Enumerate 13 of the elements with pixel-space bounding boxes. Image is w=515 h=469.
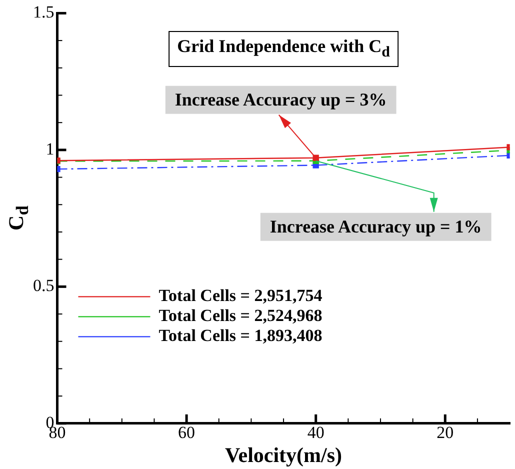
y-tick-label: 1.5 bbox=[33, 2, 54, 22]
x-axis-title: Velocity(m/s) bbox=[225, 442, 342, 467]
annotation: Increase Accuracy up = 3% bbox=[174, 90, 387, 110]
y-tick-label: 0.5 bbox=[33, 276, 54, 296]
x-tick-label: 60 bbox=[178, 423, 196, 442]
x-tick-label: 20 bbox=[436, 423, 454, 442]
legend-label: Total Cells = 2,951,754 bbox=[158, 286, 323, 306]
legend-label: Total Cells = 1,893,408 bbox=[158, 326, 322, 346]
y-tick-label: 1 bbox=[46, 139, 54, 158]
annotation: Increase Accuracy up = 1% bbox=[270, 216, 482, 237]
legend-label: Total Cells = 2,524,968 bbox=[158, 306, 322, 326]
text: Grid Independence with C$_{d}$ bbox=[168, 31, 399, 67]
x-tick-label: 40 bbox=[307, 423, 324, 442]
